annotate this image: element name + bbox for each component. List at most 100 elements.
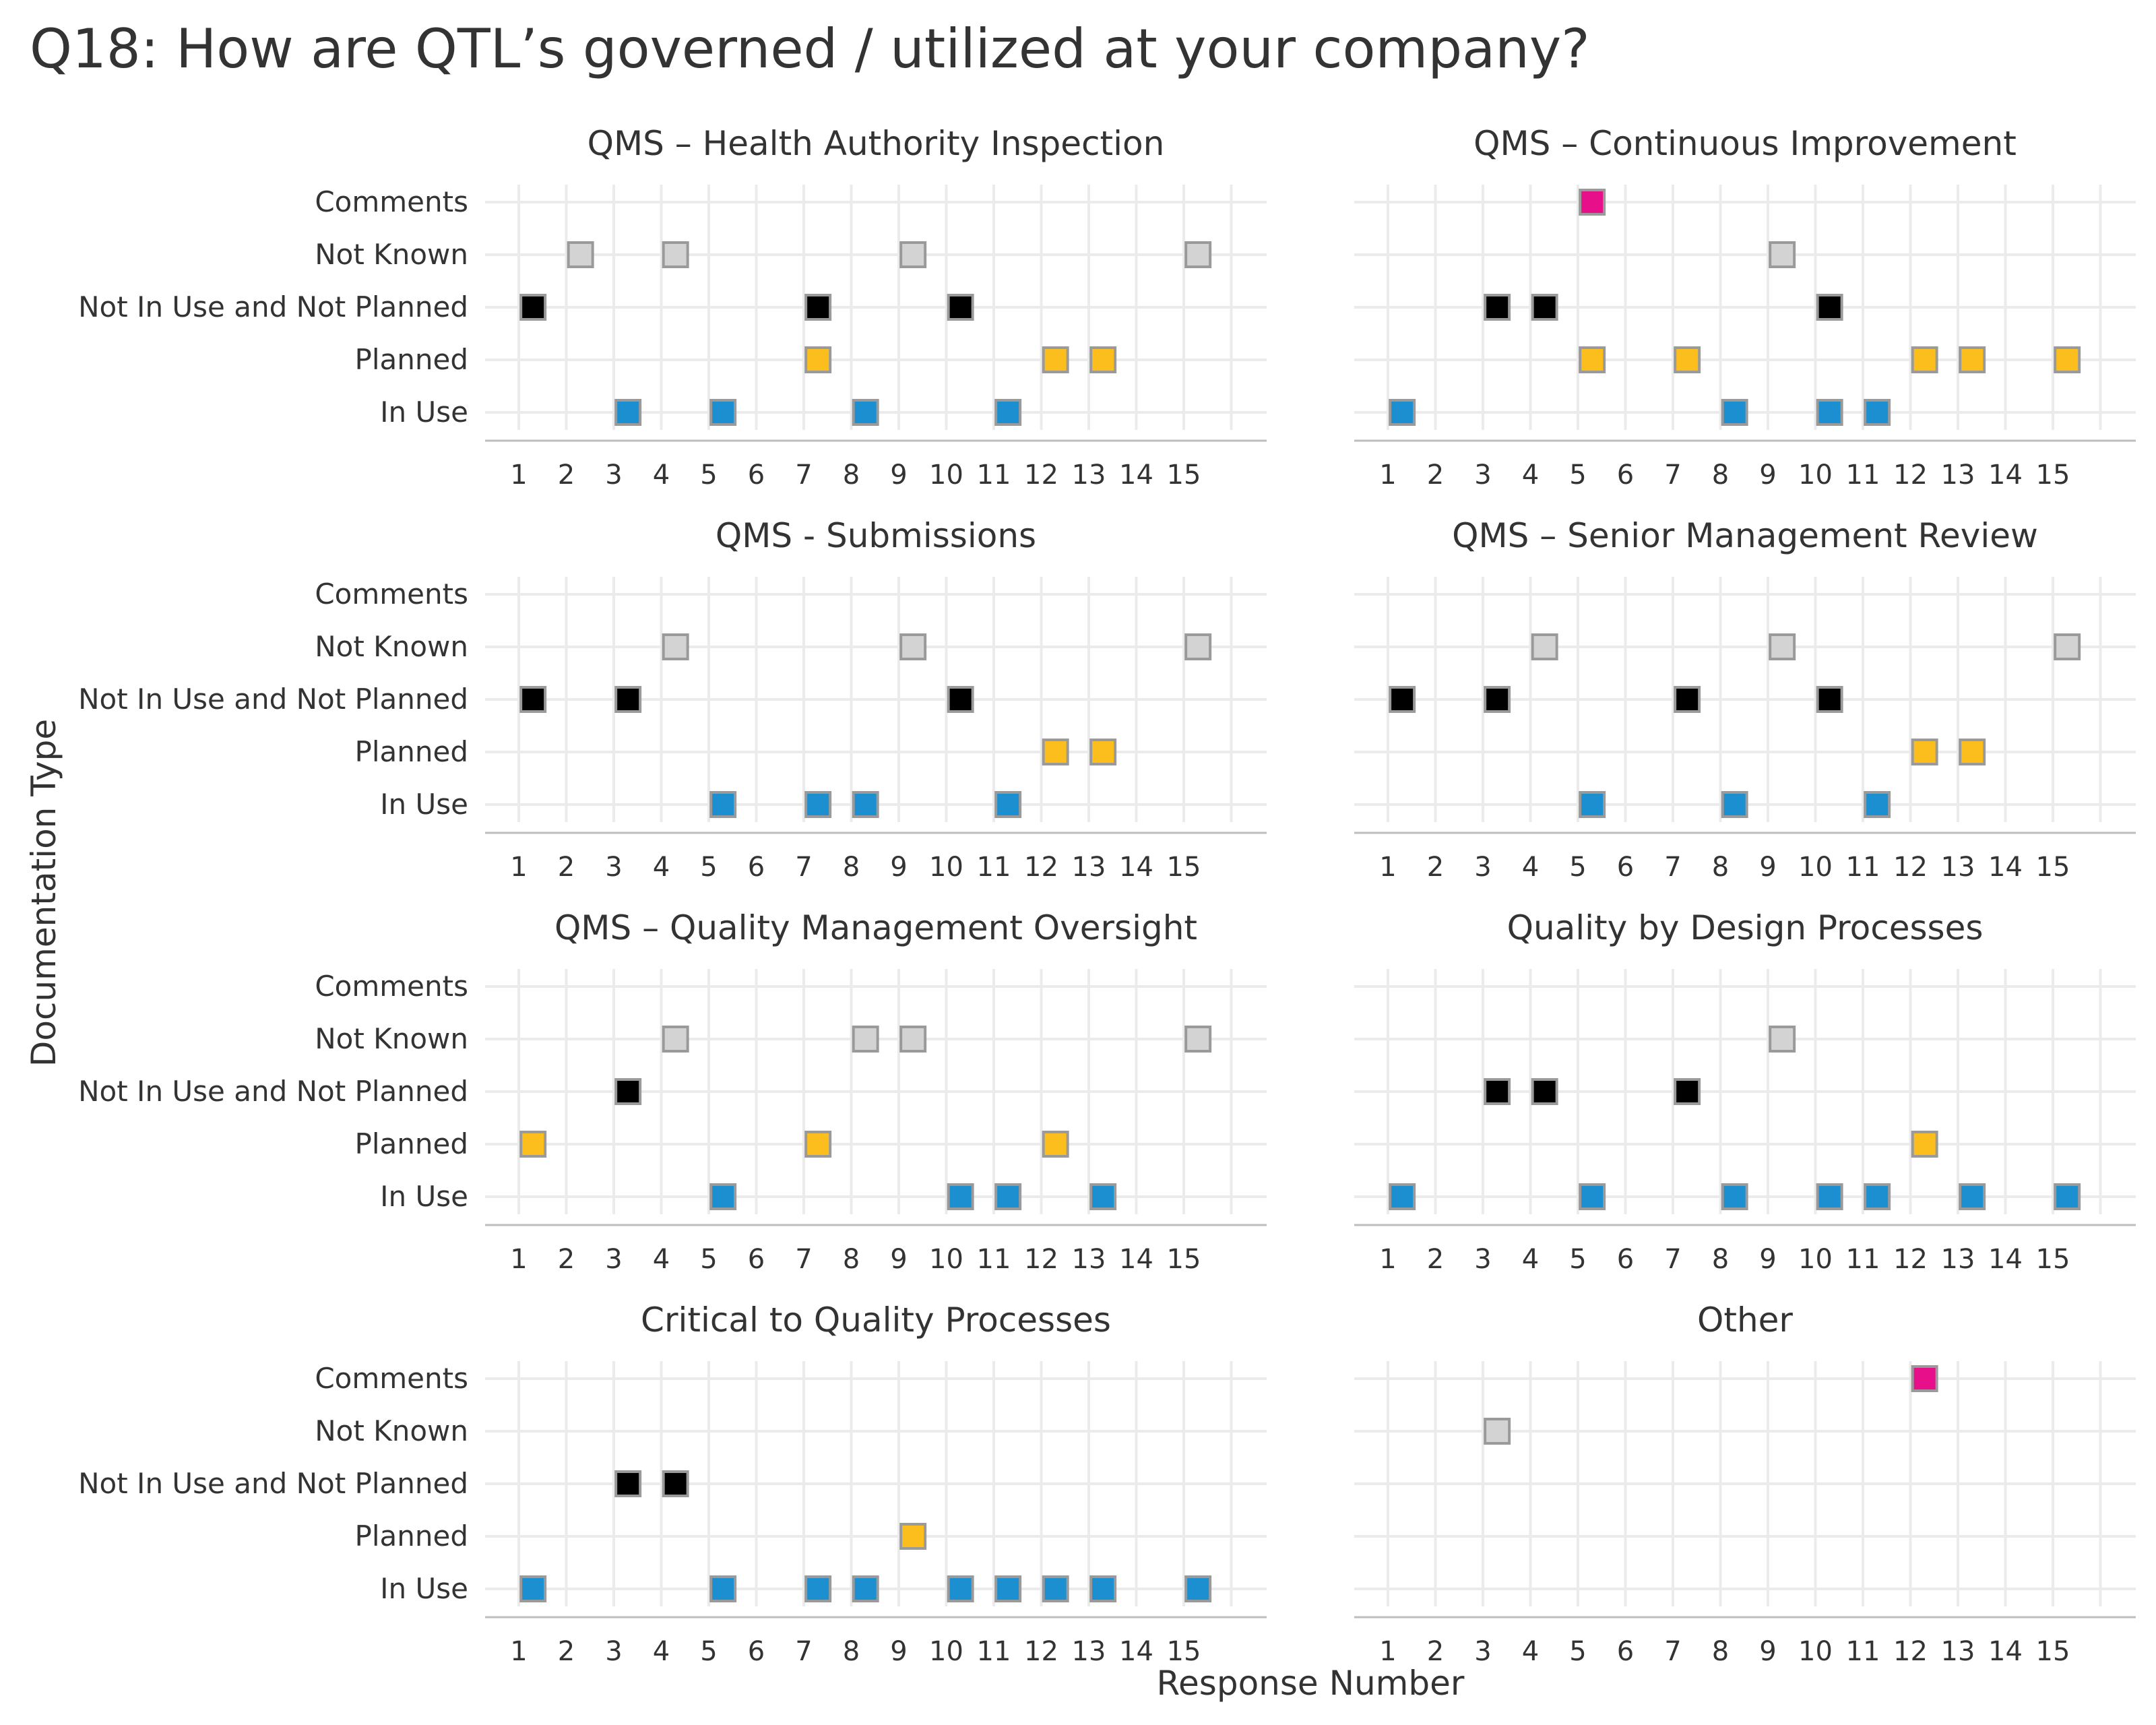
data-point bbox=[614, 686, 642, 713]
x-tick-label: 5 bbox=[700, 1636, 717, 1667]
x-tick-label: 5 bbox=[700, 460, 717, 491]
data-point bbox=[662, 1026, 689, 1053]
x-tick-label: 12 bbox=[1024, 852, 1058, 883]
x-tick-label: 15 bbox=[1167, 852, 1201, 883]
data-point bbox=[2054, 633, 2081, 660]
y-tick-label: Planned bbox=[355, 343, 468, 376]
data-point bbox=[614, 1078, 642, 1105]
x-tick-label: 9 bbox=[1759, 852, 1776, 883]
data-point bbox=[519, 1131, 547, 1158]
x-tick-label: 8 bbox=[843, 852, 860, 883]
panel-title: QMS - Submissions bbox=[716, 516, 1036, 555]
x-tick-label: 9 bbox=[890, 1244, 907, 1275]
x-tick-label: 9 bbox=[890, 1636, 907, 1667]
x-tick-label: 1 bbox=[510, 460, 527, 491]
y-tick-label: Not Known bbox=[315, 1022, 468, 1055]
y-tick-label: Not In Use and Not Planned bbox=[78, 290, 468, 323]
data-point bbox=[1531, 633, 1558, 660]
x-tick-label: 3 bbox=[1474, 852, 1491, 883]
x-tick-label: 12 bbox=[1893, 1244, 1928, 1275]
data-point bbox=[1816, 294, 1843, 321]
data-point bbox=[1184, 1026, 1212, 1053]
data-point bbox=[2054, 1183, 2081, 1210]
data-point bbox=[1959, 1183, 1986, 1210]
x-tick-label: 14 bbox=[1119, 1636, 1153, 1667]
data-point bbox=[899, 1026, 927, 1053]
data-point bbox=[1674, 1078, 1701, 1105]
data-point bbox=[947, 1575, 974, 1602]
data-point bbox=[1484, 1078, 1511, 1105]
x-tick-label: 7 bbox=[1664, 1636, 1681, 1667]
panel-title: QMS – Senior Management Review bbox=[1452, 516, 2038, 555]
y-tick-label: Comments bbox=[315, 577, 468, 610]
x-tick-label: 15 bbox=[1167, 1244, 1201, 1275]
x-tick-label: 3 bbox=[605, 852, 622, 883]
data-point bbox=[1769, 633, 1796, 660]
data-point bbox=[994, 1575, 1022, 1602]
x-tick-label: 1 bbox=[510, 852, 527, 883]
x-tick-label: 10 bbox=[1798, 852, 1833, 883]
data-point bbox=[1484, 294, 1511, 321]
x-tick-label: 7 bbox=[795, 1244, 812, 1275]
facet-panel: Critical to Quality Processes Comments Not… bbox=[78, 1300, 1267, 1667]
y-tick-label: In Use bbox=[380, 1180, 468, 1213]
x-tick-label: 2 bbox=[558, 1636, 575, 1667]
data-point bbox=[994, 791, 1022, 818]
y-tick-label: In Use bbox=[380, 788, 468, 821]
x-tick-label: 14 bbox=[1119, 852, 1153, 883]
x-tick-label: 2 bbox=[1427, 1636, 1444, 1667]
x-tick-label: 2 bbox=[558, 460, 575, 491]
y-tick-label: In Use bbox=[380, 1572, 468, 1605]
x-tick-label: 5 bbox=[1569, 852, 1586, 883]
data-point bbox=[662, 633, 689, 660]
y-tick-label: In Use bbox=[380, 396, 468, 429]
x-tick-label: 11 bbox=[977, 852, 1011, 883]
y-axis-title: Documentation Type bbox=[24, 719, 63, 1067]
data-point bbox=[899, 1523, 927, 1550]
panel-title: Quality by Design Processes bbox=[1507, 908, 1984, 947]
data-point bbox=[1911, 346, 1938, 373]
y-tick-label: Comments bbox=[315, 970, 468, 1003]
data-point bbox=[519, 294, 547, 321]
x-tick-label: 14 bbox=[1119, 1244, 1153, 1275]
data-point bbox=[1674, 686, 1701, 713]
data-point bbox=[1769, 1026, 1796, 1053]
x-tick-label: 12 bbox=[1893, 1636, 1928, 1667]
data-point bbox=[1959, 346, 1986, 373]
data-point bbox=[662, 1470, 689, 1497]
x-tick-label: 13 bbox=[1941, 1244, 1975, 1275]
x-tick-label: 14 bbox=[1988, 1244, 2023, 1275]
x-tick-label: 6 bbox=[748, 852, 765, 883]
data-point bbox=[1089, 346, 1117, 373]
data-point bbox=[804, 346, 832, 373]
x-tick-label: 14 bbox=[1988, 852, 2023, 883]
data-point bbox=[1089, 739, 1117, 765]
data-point bbox=[947, 686, 974, 713]
x-tick-label: 7 bbox=[1664, 852, 1681, 883]
x-tick-label: 4 bbox=[653, 852, 670, 883]
data-point bbox=[709, 399, 737, 426]
x-tick-label: 3 bbox=[1474, 1244, 1491, 1275]
x-tick-label: 4 bbox=[1522, 1244, 1539, 1275]
data-point bbox=[1816, 686, 1843, 713]
x-tick-label: 13 bbox=[1941, 852, 1975, 883]
x-tick-label: 3 bbox=[605, 460, 622, 491]
data-point bbox=[852, 791, 879, 818]
x-tick-label: 15 bbox=[2036, 852, 2070, 883]
x-tick-label: 9 bbox=[890, 852, 907, 883]
x-tick-label: 6 bbox=[1617, 460, 1634, 491]
x-tick-label: 8 bbox=[843, 1636, 860, 1667]
x-tick-label: 4 bbox=[1522, 1636, 1539, 1667]
data-point bbox=[852, 1575, 879, 1602]
x-tick-label: 10 bbox=[1798, 1244, 1833, 1275]
x-tick-label: 9 bbox=[1759, 460, 1776, 491]
x-tick-label: 8 bbox=[1712, 460, 1729, 491]
x-tick-label: 2 bbox=[1427, 460, 1444, 491]
x-tick-label: 12 bbox=[1024, 1636, 1058, 1667]
data-point bbox=[1484, 686, 1511, 713]
x-tick-label: 8 bbox=[843, 460, 860, 491]
x-tick-label: 15 bbox=[1167, 460, 1201, 491]
x-tick-label: 5 bbox=[1569, 1636, 1586, 1667]
y-tick-label: Not In Use and Not Planned bbox=[78, 683, 468, 716]
